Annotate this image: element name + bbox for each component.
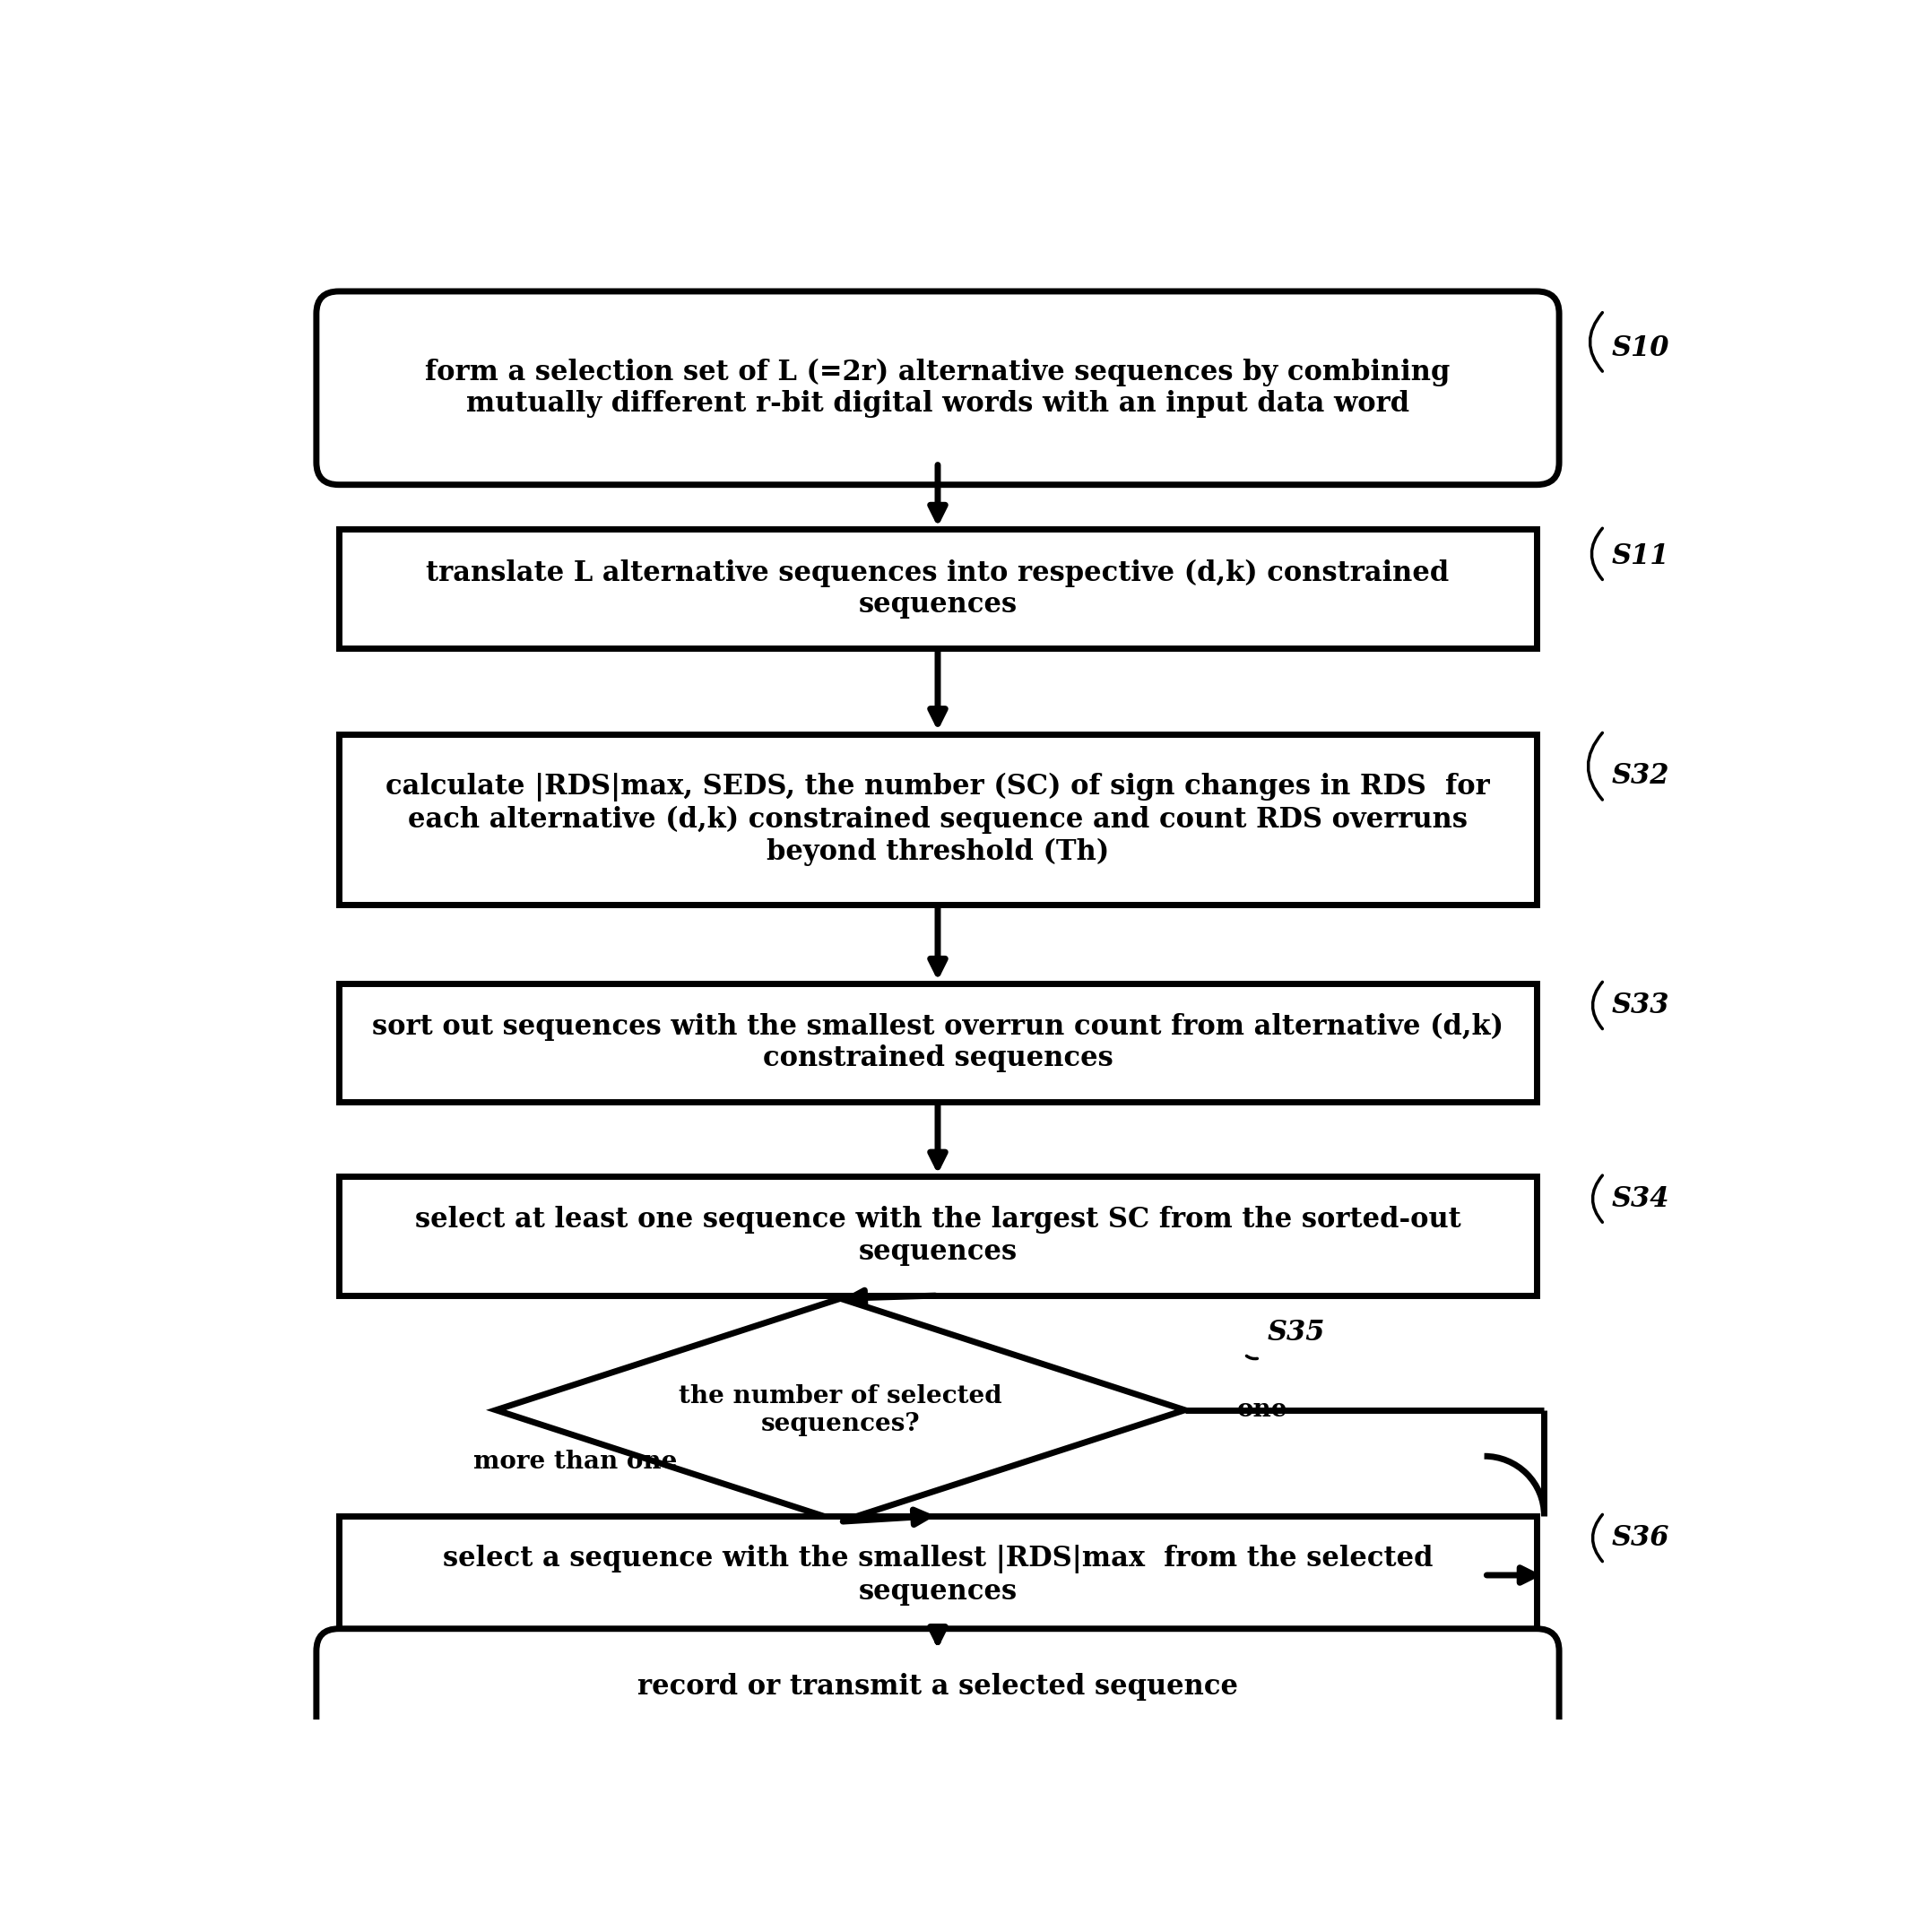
Polygon shape [497,1298,1184,1522]
Bar [338,983,1536,1101]
Text: one: one [1236,1399,1289,1422]
Bar [338,1517,1536,1634]
Text: S11: S11 [1611,543,1669,570]
Text: S10: S10 [1611,334,1669,361]
Text: S34: S34 [1611,1184,1669,1213]
Text: record or transmit a selected sequence: record or transmit a selected sequence [638,1673,1238,1700]
Text: sort out sequences with the smallest overrun count from alternative (d,k)
constr: sort out sequences with the smallest ove… [373,1012,1503,1072]
Text: S35: S35 [1267,1320,1325,1347]
Text: S36: S36 [1611,1524,1669,1551]
Text: more than one: more than one [473,1451,678,1474]
Text: S32: S32 [1611,763,1669,790]
Text: form a selection set of L (=2r) alternative sequences by combining
mutually diff: form a selection set of L (=2r) alternat… [425,357,1451,417]
Text: select a sequence with the smallest |RDS|max  from the selected
sequences: select a sequence with the smallest |RDS… [442,1546,1434,1605]
Text: S33: S33 [1611,991,1669,1020]
Text: select at least one sequence with the largest SC from the sorted-out
sequences: select at least one sequence with the la… [415,1206,1461,1265]
Text: translate L alternative sequences into respective (d,k) constrained
sequences: translate L alternative sequences into r… [427,558,1449,618]
FancyBboxPatch shape [317,292,1559,485]
FancyBboxPatch shape [317,1629,1559,1745]
Bar [338,529,1536,649]
Text: calculate |RDS|max, SEDS, the number (SC) of sign changes in RDS  for
each alter: calculate |RDS|max, SEDS, the number (SC… [386,773,1490,866]
Bar [338,734,1536,904]
Text: the number of selected
sequences?: the number of selected sequences? [678,1383,1003,1435]
Bar [338,1177,1536,1296]
